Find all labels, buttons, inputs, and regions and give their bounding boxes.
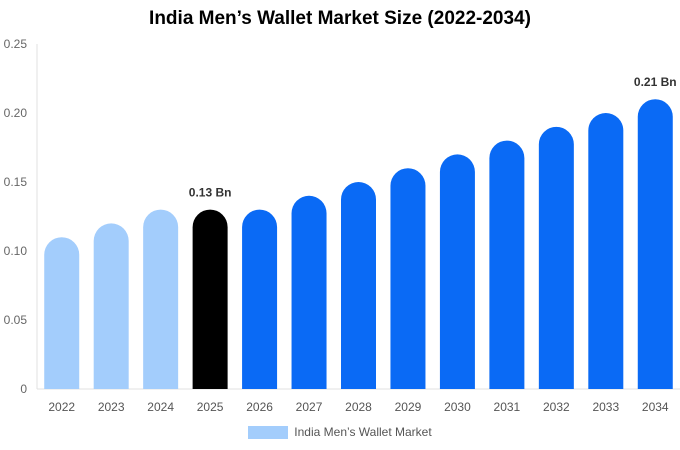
x-tick-label: 2026 xyxy=(246,400,273,414)
legend: India Men’s Wallet Market xyxy=(0,425,680,439)
bar-2033 xyxy=(588,113,624,389)
chart-title: India Men’s Wallet Market Size (2022-203… xyxy=(149,8,531,29)
legend-label: India Men’s Wallet Market xyxy=(294,425,432,439)
bar-2030 xyxy=(439,154,475,389)
y-tick-label: 0.25 xyxy=(4,37,28,51)
y-tick-label: 0.10 xyxy=(4,244,28,258)
bar-2026 xyxy=(242,209,278,389)
x-tick-label: 2028 xyxy=(345,400,372,414)
bar-2031 xyxy=(489,140,525,389)
data-label: 0.21 Bn xyxy=(634,75,677,89)
bar-2022 xyxy=(44,237,80,389)
y-tick-label: 0.15 xyxy=(4,175,28,189)
data-label: 0.13 Bn xyxy=(189,186,232,200)
bar-2034 xyxy=(637,99,673,389)
x-tick-label: 2024 xyxy=(147,400,174,414)
bars xyxy=(44,99,673,390)
x-tick-label: 2027 xyxy=(296,400,323,414)
legend-swatch xyxy=(248,425,289,439)
bar-2027 xyxy=(291,195,327,389)
bar-2029 xyxy=(390,168,426,389)
y-tick-label: 0 xyxy=(20,382,27,396)
y-tick-label: 0.05 xyxy=(4,313,28,327)
x-tick-label: 2029 xyxy=(395,400,422,414)
bar-2023 xyxy=(93,223,129,389)
x-tick-label: 2033 xyxy=(592,400,619,414)
x-tick-label: 2031 xyxy=(494,400,521,414)
bar-2024 xyxy=(143,209,179,389)
y-tick-label: 0.20 xyxy=(4,106,28,120)
bar-2028 xyxy=(341,182,376,389)
labels: 2022 2023 2024 2025 2026 2027 2028 2029 2030 2031… xyxy=(48,75,676,414)
x-tick-label: 2032 xyxy=(543,400,570,414)
x-tick-label: 2034 xyxy=(642,400,669,414)
x-tick-label: 2023 xyxy=(98,400,125,414)
x-tick-label: 2030 xyxy=(444,400,471,414)
bar-2025 xyxy=(192,209,228,389)
x-tick-label: 2022 xyxy=(48,400,75,414)
bar-2032 xyxy=(538,126,574,390)
x-tick-label: 2025 xyxy=(197,400,224,414)
